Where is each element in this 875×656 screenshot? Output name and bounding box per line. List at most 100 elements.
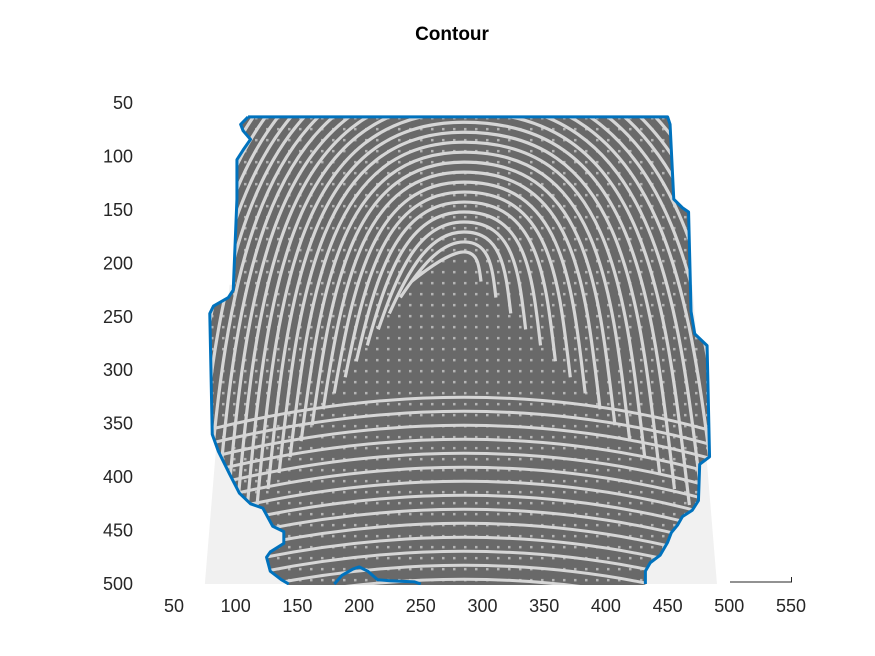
pore bbox=[640, 490, 643, 494]
pore bbox=[266, 259, 269, 263]
pore bbox=[442, 314, 445, 318]
pore bbox=[629, 490, 632, 494]
pore bbox=[211, 479, 214, 483]
pore bbox=[431, 303, 434, 307]
pore bbox=[574, 446, 577, 450]
pore bbox=[530, 556, 533, 560]
pore bbox=[519, 193, 522, 197]
pore bbox=[706, 171, 709, 175]
pore bbox=[277, 512, 280, 516]
pore bbox=[552, 457, 555, 461]
pore bbox=[398, 358, 401, 362]
pore bbox=[651, 193, 654, 197]
pore bbox=[530, 138, 533, 142]
pore bbox=[475, 391, 478, 395]
pore bbox=[497, 325, 500, 329]
pore bbox=[508, 270, 511, 274]
pore bbox=[596, 226, 599, 230]
pore bbox=[387, 534, 390, 538]
pore bbox=[332, 413, 335, 417]
pore bbox=[574, 380, 577, 384]
pore bbox=[431, 204, 434, 208]
pore bbox=[508, 248, 511, 252]
pore bbox=[255, 413, 258, 417]
pore bbox=[387, 226, 390, 230]
pore bbox=[376, 457, 379, 461]
pore bbox=[409, 127, 412, 131]
pore bbox=[387, 237, 390, 241]
pore bbox=[255, 424, 258, 428]
pore bbox=[409, 490, 412, 494]
pore bbox=[629, 413, 632, 417]
pore bbox=[321, 193, 324, 197]
pore bbox=[376, 380, 379, 384]
pore bbox=[541, 336, 544, 340]
pore bbox=[552, 435, 555, 439]
pore bbox=[310, 501, 313, 505]
pore bbox=[376, 171, 379, 175]
pore bbox=[497, 545, 500, 549]
pore bbox=[695, 193, 698, 197]
pore bbox=[486, 171, 489, 175]
pore bbox=[618, 523, 621, 527]
pore bbox=[497, 127, 500, 131]
pore bbox=[651, 138, 654, 142]
y-tick-label: 400 bbox=[103, 467, 133, 487]
pore bbox=[530, 380, 533, 384]
pore bbox=[563, 127, 566, 131]
pore bbox=[321, 215, 324, 219]
pore bbox=[332, 545, 335, 549]
pore bbox=[684, 149, 687, 153]
pore bbox=[497, 270, 500, 274]
pore bbox=[442, 336, 445, 340]
pore bbox=[607, 138, 610, 142]
pore bbox=[497, 479, 500, 483]
ridge-line bbox=[321, 170, 602, 410]
pore bbox=[310, 237, 313, 241]
pore bbox=[475, 336, 478, 340]
pore bbox=[244, 281, 247, 285]
pore bbox=[354, 391, 357, 395]
pore bbox=[673, 402, 676, 406]
pore bbox=[640, 336, 643, 340]
pore bbox=[475, 138, 478, 142]
pore bbox=[277, 391, 280, 395]
pore bbox=[585, 402, 588, 406]
pore bbox=[673, 281, 676, 285]
pore bbox=[288, 270, 291, 274]
pore bbox=[321, 325, 324, 329]
pore bbox=[365, 347, 368, 351]
pore bbox=[629, 336, 632, 340]
pore bbox=[420, 457, 423, 461]
pore bbox=[321, 523, 324, 527]
pore bbox=[629, 281, 632, 285]
pore bbox=[442, 501, 445, 505]
pore bbox=[563, 479, 566, 483]
pore bbox=[332, 457, 335, 461]
pore bbox=[365, 435, 368, 439]
pore bbox=[233, 468, 236, 472]
pore bbox=[299, 248, 302, 252]
pore bbox=[376, 479, 379, 483]
pore bbox=[651, 215, 654, 219]
y-tick-label: 500 bbox=[103, 574, 133, 594]
pore bbox=[486, 281, 489, 285]
pore bbox=[574, 369, 577, 373]
pore bbox=[541, 358, 544, 362]
pore bbox=[574, 567, 577, 571]
pore bbox=[365, 446, 368, 450]
pore bbox=[607, 149, 610, 153]
pore bbox=[420, 369, 423, 373]
pore bbox=[530, 270, 533, 274]
pore bbox=[420, 215, 423, 219]
pore bbox=[310, 545, 313, 549]
pore bbox=[552, 501, 555, 505]
pore bbox=[530, 490, 533, 494]
pore bbox=[541, 380, 544, 384]
pore bbox=[453, 402, 456, 406]
pore bbox=[354, 248, 357, 252]
pore bbox=[343, 358, 346, 362]
pore bbox=[387, 138, 390, 142]
pore bbox=[288, 523, 291, 527]
pore bbox=[486, 182, 489, 186]
